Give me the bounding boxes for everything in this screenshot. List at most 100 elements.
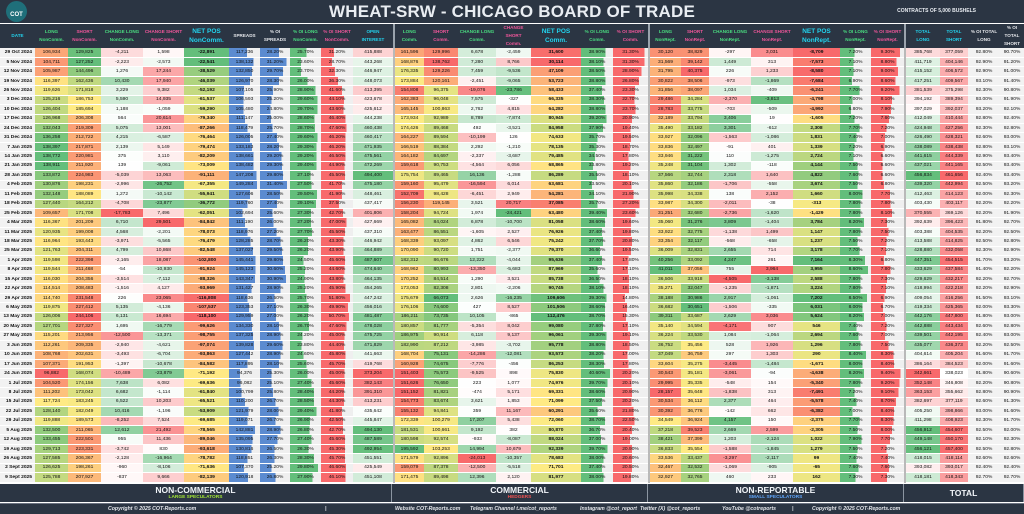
table-cell: 32,189: [648, 114, 681, 125]
column-header[interactable]: DATE: [0, 24, 35, 48]
table-cell: 32,497: [681, 142, 709, 153]
table-cell: 7.30%: [871, 217, 905, 228]
table-cell: 227,412: [68, 302, 101, 313]
table-row: 2 Sept 2025 126,625 198,261 -960 -8,106 -71,6…: [0, 463, 1024, 474]
table-cell: 37.40%: [581, 227, 613, 238]
table-cell: 92.60%: [1000, 453, 1024, 464]
table-cell: 425,612: [353, 104, 394, 115]
table-row: 29 Apr 2025 114,740 231,548 226 23,065 -116,8…: [0, 293, 1024, 304]
table-cell: 92.40%: [1000, 114, 1024, 125]
table-cell: 475,561: [353, 151, 394, 162]
table-cell: 7.80%: [840, 208, 871, 219]
table-cell: 23.70%: [613, 104, 649, 115]
table-cell: 392,037: [940, 104, 968, 115]
table-cell: 21,492: [143, 425, 184, 436]
instagram-link[interactable]: Instagram @cot_report: [580, 506, 637, 512]
table-row: 27 May 2025 115,201 213,956 -12,500 -13,371-…: [0, 331, 1024, 342]
column-header-subtitle: NonComm.: [189, 37, 224, 44]
table-cell: 4,862: [458, 236, 496, 247]
table-cell: 129,825: [68, 48, 101, 58]
telegram-link[interactable]: Telegram Channel t.me/cot_reports: [470, 506, 557, 512]
table-cell: 233: [751, 472, 793, 483]
twitter-link[interactable]: Twitter (X) @cot_reports: [640, 506, 701, 512]
column-header-title: CHANGE LONG: [712, 29, 748, 34]
table-cell: 42.70%: [321, 425, 353, 436]
table-cell: -1,404: [751, 217, 793, 228]
table-cell: 7.80%: [871, 265, 905, 276]
table-cell: 46.20%: [321, 142, 353, 153]
table-cell: 7,459: [458, 66, 496, 77]
youtube-link[interactable]: YouTube @cotreports: [722, 506, 777, 512]
table-row: 12 Aug 2025 133,455 222,501 955 11,436 -89,04…: [0, 434, 1024, 445]
table-cell: 36,506: [648, 274, 681, 285]
table-cell: 94,841: [424, 406, 458, 417]
table-cell: 471,829: [353, 340, 394, 351]
table-cell: 2,949: [496, 189, 531, 200]
table-row: 12 Nov 2024 105,987 144,496 1,276 17,244 -38,…: [0, 66, 1024, 77]
table-cell: 120,161: [424, 76, 458, 87]
table-cell: 6.80%: [871, 180, 905, 191]
table-cell: 29.50%: [290, 189, 321, 200]
table-cell: 13,063: [143, 170, 184, 181]
table-cell: 38.80%: [581, 340, 613, 351]
table-cell: 173,934: [393, 114, 424, 125]
table-cell: 397,029: [904, 104, 940, 115]
table-cell: 30,543: [648, 368, 681, 379]
table-cell: -3,702: [496, 340, 531, 351]
table-cell: 955: [101, 434, 143, 445]
table-cell: 174,156: [68, 378, 101, 389]
website-link[interactable]: Website COT-Reports.com: [395, 506, 461, 512]
table-cell: 17,244: [143, 66, 184, 77]
table-cell: 85,738: [531, 274, 581, 285]
table-cell: 33,687: [681, 312, 709, 323]
table-cell: -102,800: [184, 255, 229, 266]
table-cell: 33,946: [648, 151, 681, 162]
table-cell: 37,399: [681, 434, 709, 445]
table-row: 15 Jul 2025 117,724 183,245 6,522 10,203 -65,…: [0, 397, 1024, 408]
table-cell: 42.50%: [321, 416, 353, 427]
date-cell: 24 Dec 2024: [0, 123, 35, 134]
table-cell: 7.80%: [840, 199, 871, 209]
table-cell: 425,549: [353, 463, 394, 474]
table-cell: 27.40%: [290, 378, 321, 389]
table-cell: 123,353: [229, 302, 260, 313]
table-cell: 92.80%: [1000, 123, 1024, 134]
table-cell: 37.00%: [581, 434, 613, 445]
cot-reports-logo[interactable]: COT: [6, 1, 27, 22]
table-cell: -82,139: [184, 472, 229, 483]
table-cell: 111,147: [229, 114, 260, 125]
table-cell: 464,889: [353, 246, 394, 257]
table-cell: 442,195: [940, 331, 968, 342]
table-cell: 7.90%: [840, 434, 871, 445]
table-cell: 38.50%: [581, 66, 613, 77]
table-cell: 2,629: [709, 312, 751, 323]
table-cell: 423,678: [353, 95, 394, 106]
table-cell: 101,506: [531, 302, 581, 313]
table-cell: 29.40%: [290, 406, 321, 417]
table-cell: 28.10%: [260, 321, 290, 332]
table-cell: 3,301: [709, 123, 751, 134]
table-cell: 168,339: [393, 236, 424, 247]
section-name: TOTAL: [949, 488, 978, 498]
date-cell: 4 Feb 2025: [0, 180, 35, 191]
table-cell: 92.90%: [1000, 283, 1024, 294]
table-cell: 8.00%: [840, 302, 871, 313]
table-cell: 1,279: [793, 444, 840, 455]
table-cell: 7.70%: [840, 246, 871, 257]
table-cell: 170,252: [393, 274, 424, 285]
table-cell: 103,253: [424, 444, 458, 455]
table-cell: 447,800: [940, 312, 968, 323]
table-cell: -93,618: [184, 444, 229, 455]
table-cell: -6,241: [793, 85, 840, 96]
table-row: 28 Jan 2025 133,872 224,983 -5,039 13,063 -91…: [0, 170, 1024, 181]
column-header-title: % OI LONG: [843, 29, 868, 34]
table-cell: 26.70%: [260, 416, 290, 427]
table-cell: 352,148: [904, 378, 940, 389]
table-cell: 7.00%: [840, 406, 871, 417]
table-cell: 33,530: [681, 331, 709, 342]
column-header-subtitle: Comm.: [469, 37, 485, 42]
table-cell: 443,268: [353, 57, 394, 68]
table-cell: 23.80%: [290, 340, 321, 351]
table-cell: 20,614: [143, 114, 184, 125]
table-cell: 92.40%: [968, 331, 1000, 342]
